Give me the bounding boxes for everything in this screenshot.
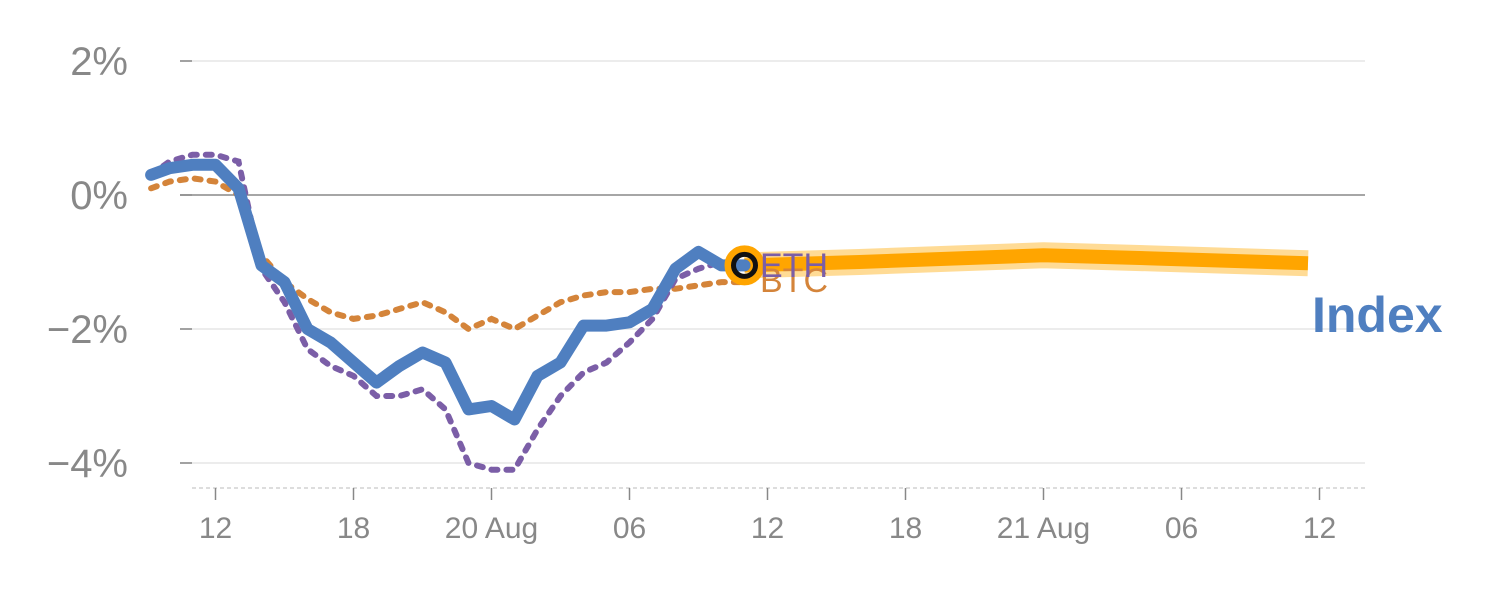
y-tick-label: −2% — [47, 308, 128, 352]
eth-line — [148, 151, 748, 473]
y-tick-label: −4% — [47, 442, 128, 486]
series-layer — [145, 151, 1309, 473]
x-tick-label: 06 — [1165, 512, 1198, 545]
y-tick-label: 2% — [70, 40, 128, 84]
eth-series-label: ETH — [760, 247, 828, 285]
series-labels: BTC ETH Index — [760, 247, 1443, 343]
y-tick-label: 0% — [70, 174, 128, 218]
btc-series-label: BTC — [760, 262, 828, 300]
forecast-line — [744, 248, 1309, 273]
index-series-label: Index — [1312, 287, 1443, 343]
x-tick-label: 18 — [889, 512, 922, 545]
x-tick-label: 20 Aug — [445, 512, 538, 545]
index-line — [145, 158, 751, 426]
x-tick-label: 06 — [613, 512, 646, 545]
x-tick-label: 12 — [199, 512, 232, 545]
x-axis: 12 18 20 Aug 06 12 18 21 Aug 06 12 — [192, 487, 1365, 545]
y-axis: 2% 0% −2% −4% — [47, 40, 192, 486]
current-point-marker — [731, 251, 758, 279]
gridlines — [180, 60, 1365, 464]
current-point-ring — [724, 245, 765, 286]
x-tick-label: 12 — [751, 512, 784, 545]
x-tick-label: 12 — [1303, 512, 1336, 545]
x-tick-label: 21 Aug — [997, 512, 1090, 545]
x-tick-label: 18 — [337, 512, 370, 545]
btc-line — [148, 175, 748, 333]
